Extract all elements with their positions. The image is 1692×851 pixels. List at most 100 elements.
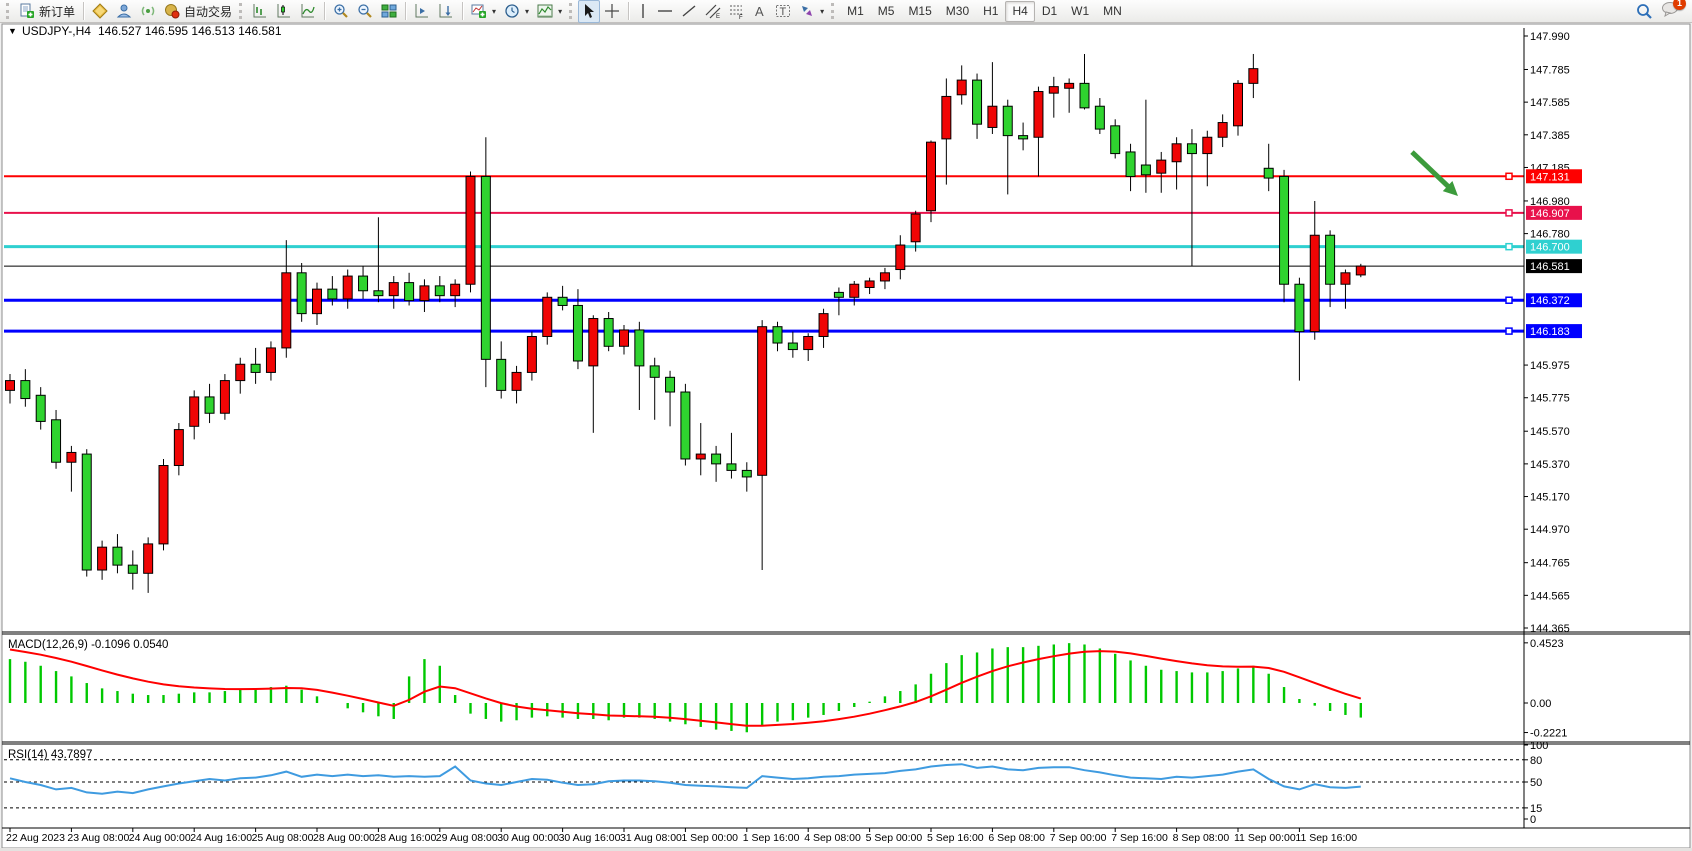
price-tick-label: 145.570 xyxy=(1530,426,1570,438)
trendline-tool-button[interactable] xyxy=(677,0,701,23)
time-axis[interactable]: 22 Aug 2023 23 Aug 08:00 24 Aug 00:00 24 Au… xyxy=(6,828,1357,844)
time-tick-label: 4 Sep 08:00 xyxy=(804,832,861,844)
fibonacci-tool-button[interactable]: F xyxy=(725,0,749,23)
vertical-line-icon xyxy=(642,4,644,18)
rsi-tick-label: 50 xyxy=(1530,777,1542,789)
chart-background xyxy=(1,23,1691,849)
chart-autoscroll-button[interactable] xyxy=(434,0,458,23)
level-label-text: 146.907 xyxy=(1530,208,1570,220)
candle-body xyxy=(5,380,15,391)
candle-body xyxy=(634,329,645,367)
autotrading-button[interactable]: 自动交易 xyxy=(160,0,236,23)
time-tick-label: 5 Sep 00:00 xyxy=(866,832,923,844)
chart-title-row: ▼ USDJPY-,H4 146.527 146.595 146.513 146.5… xyxy=(8,24,282,38)
tile-windows-button[interactable] xyxy=(377,0,401,23)
level-anchor-handle[interactable] xyxy=(1505,296,1513,304)
level-anchor-handle[interactable] xyxy=(1505,209,1513,217)
candle-body xyxy=(1064,82,1075,89)
channel-tool-button[interactable]: E xyxy=(701,0,725,23)
channel-icon: E xyxy=(705,4,721,19)
window-bottom-edge xyxy=(0,848,1692,851)
candle-body xyxy=(281,272,292,349)
new-order-icon xyxy=(20,3,34,18)
bar-chart-button[interactable] xyxy=(248,0,272,23)
candle-body xyxy=(603,318,614,347)
toolbar-grip[interactable] xyxy=(831,3,837,19)
signals-button[interactable] xyxy=(136,0,160,23)
data-window-button[interactable] xyxy=(112,0,136,23)
timeframe-m5-button[interactable]: M5 xyxy=(877,3,895,18)
price-tick-label: 145.975 xyxy=(1530,360,1570,372)
candle-body xyxy=(649,365,660,378)
price-tick-label: 147.785 xyxy=(1530,64,1570,76)
timeframe-d1-button[interactable]: D1 xyxy=(1041,3,1058,18)
line-chart-button[interactable] xyxy=(296,0,320,23)
svg-text:F: F xyxy=(739,15,743,19)
text-tool-button[interactable]: A xyxy=(749,0,771,23)
candlestick-chart-icon xyxy=(277,4,291,18)
level-anchor-handle[interactable] xyxy=(1505,242,1513,251)
timeframe-mn-button[interactable]: MN xyxy=(1103,3,1122,18)
text-label-tool-button[interactable]: T xyxy=(771,0,795,23)
time-tick-label: 23 Aug 08:00 xyxy=(67,832,129,844)
candle-body xyxy=(926,141,936,212)
rsi-label: RSI(14) 43.7897 xyxy=(8,749,92,761)
level-anchor-handle[interactable] xyxy=(1505,172,1513,181)
search-icon[interactable] xyxy=(1636,3,1653,20)
periods-button[interactable]: ▾ xyxy=(500,0,533,23)
candle-body xyxy=(373,290,384,297)
macd-tick-label: -0.2221 xyxy=(1530,728,1567,740)
bar-chart-icon xyxy=(253,4,267,18)
chevron-down-icon: ▾ xyxy=(525,6,530,16)
chart-shift-icon xyxy=(415,4,429,18)
timeframe-h4-button[interactable]: H4 xyxy=(1005,0,1035,22)
candle-body xyxy=(879,272,890,282)
candle-body xyxy=(51,419,62,463)
quotes-button[interactable] xyxy=(88,0,112,23)
candle-body xyxy=(112,546,123,566)
autotrading-icon xyxy=(165,4,180,19)
trend-arrow-annotation[interactable] xyxy=(1410,150,1458,196)
price-tick-label: 146.980 xyxy=(1530,196,1570,208)
chart-shift-button[interactable] xyxy=(410,0,434,23)
time-tick-label: 7 Sep 00:00 xyxy=(1050,832,1107,844)
zoom-in-button[interactable] xyxy=(329,0,353,23)
level-label-bg xyxy=(1526,293,1582,308)
candle-body xyxy=(358,275,369,292)
time-tick-label: 28 Aug 00:00 xyxy=(313,832,375,844)
macd-label: MACD(12,26,9) -0.1096 0.0540 xyxy=(8,639,168,651)
arrows-tool-button[interactable]: ▾ xyxy=(795,0,828,23)
level-label-text: 146.372 xyxy=(1530,295,1570,307)
level-anchor-handle[interactable] xyxy=(1505,327,1513,335)
toolbar-grip[interactable] xyxy=(6,3,12,19)
vertical-line-tool-button[interactable] xyxy=(633,0,653,23)
timeframe-m30-button[interactable]: M30 xyxy=(945,3,970,18)
notifications-button[interactable]: 1 xyxy=(1661,0,1686,22)
candlestick-chart-button[interactable] xyxy=(272,0,296,23)
chevron-down-icon: ▾ xyxy=(492,6,497,16)
arrows-icon xyxy=(802,6,813,16)
crosshair-tool-button[interactable] xyxy=(600,0,624,23)
horizontal-line-tool-button[interactable] xyxy=(653,0,677,23)
toolbar-grip[interactable] xyxy=(239,3,245,19)
price-tick-label: 145.775 xyxy=(1530,393,1570,405)
chevron-down-icon: ▾ xyxy=(558,6,563,16)
price-axis[interactable]: 147.990147.785147.585147.385147.185146.9… xyxy=(1523,28,1582,828)
cursor-tool-button[interactable] xyxy=(578,0,601,23)
timeframe-h1-button[interactable]: H1 xyxy=(983,3,999,18)
rsi-tick-label: 100 xyxy=(1530,740,1548,752)
templates-button[interactable]: ▾ xyxy=(533,0,566,23)
toolbar-grip[interactable] xyxy=(569,3,575,19)
candle-body xyxy=(1002,105,1013,137)
timeframe-m1-button[interactable]: M1 xyxy=(847,3,864,18)
timeframe-w1-button[interactable]: W1 xyxy=(1071,3,1090,18)
rsi-pane: RSI(14) 43.7897 100 80 50 150 xyxy=(4,740,1548,826)
timeframe-m15-button[interactable]: M15 xyxy=(908,3,932,18)
new-chart-button[interactable]: ▾ xyxy=(467,0,500,23)
symbol-dropdown-icon: ▼ xyxy=(8,26,17,36)
new-order-button[interactable]: 新订单 xyxy=(15,0,79,23)
zoom-out-button[interactable] xyxy=(353,0,377,23)
candle-body xyxy=(1309,234,1320,333)
candle-body xyxy=(158,465,169,545)
